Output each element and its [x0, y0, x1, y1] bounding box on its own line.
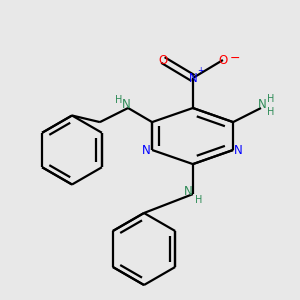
Text: N: N [122, 98, 131, 112]
Text: O: O [158, 53, 167, 67]
Text: N: N [188, 71, 197, 85]
Text: N: N [234, 143, 243, 157]
Text: H: H [267, 107, 274, 117]
Text: N: N [258, 98, 267, 112]
Text: N: N [142, 143, 151, 157]
Text: O: O [218, 53, 227, 67]
Text: +: + [197, 66, 204, 75]
Text: H: H [267, 94, 274, 104]
Text: H: H [116, 94, 123, 105]
Text: N: N [184, 185, 193, 198]
Text: H: H [195, 195, 202, 205]
Text: −: − [230, 52, 240, 65]
